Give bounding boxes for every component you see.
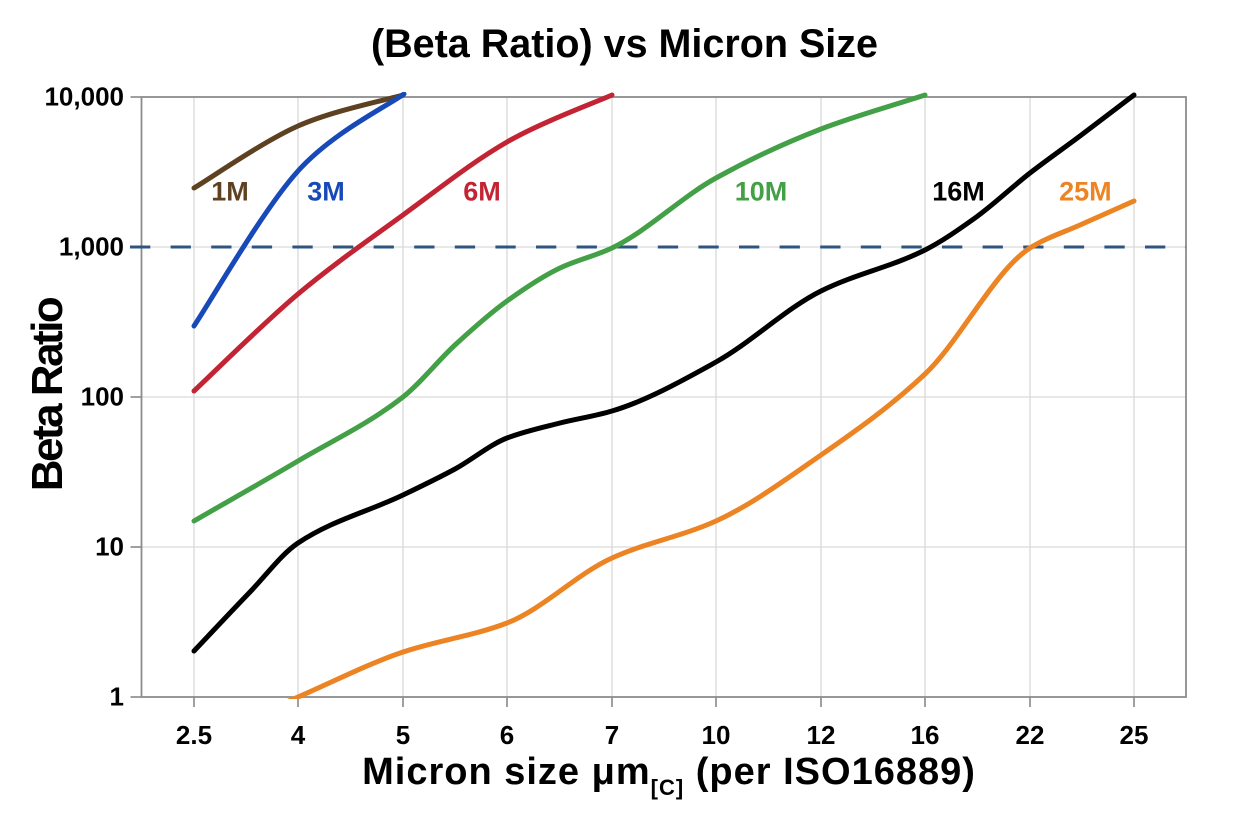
svg-text:6: 6 <box>500 720 514 750</box>
svg-text:Micron size μm[C] (per ISO1688: Micron size μm[C] (per ISO16889) <box>362 751 976 800</box>
svg-text:100: 100 <box>81 382 124 412</box>
svg-text:Beta Ratio: Beta Ratio <box>23 297 72 491</box>
svg-text:10: 10 <box>702 720 731 750</box>
svg-text:6M: 6M <box>463 177 501 207</box>
svg-text:22: 22 <box>1016 720 1045 750</box>
svg-text:16M: 16M <box>932 177 985 207</box>
svg-text:12: 12 <box>807 720 836 750</box>
svg-text:5: 5 <box>396 720 410 750</box>
svg-text:1: 1 <box>110 682 124 712</box>
svg-text:10: 10 <box>95 532 124 562</box>
svg-text:2.5: 2.5 <box>176 720 212 750</box>
svg-text:1M: 1M <box>211 177 249 207</box>
svg-text:4: 4 <box>291 720 306 750</box>
svg-text:3M: 3M <box>307 177 345 207</box>
svg-text:16: 16 <box>911 720 940 750</box>
svg-text:(Beta Ratio) vs Micron Size: (Beta Ratio) vs Micron Size <box>371 22 878 66</box>
svg-text:10,000: 10,000 <box>44 82 124 112</box>
svg-text:1,000: 1,000 <box>59 232 124 262</box>
svg-text:10M: 10M <box>735 177 788 207</box>
svg-text:25: 25 <box>1120 720 1149 750</box>
svg-text:7: 7 <box>605 720 619 750</box>
svg-text:25M: 25M <box>1059 177 1112 207</box>
